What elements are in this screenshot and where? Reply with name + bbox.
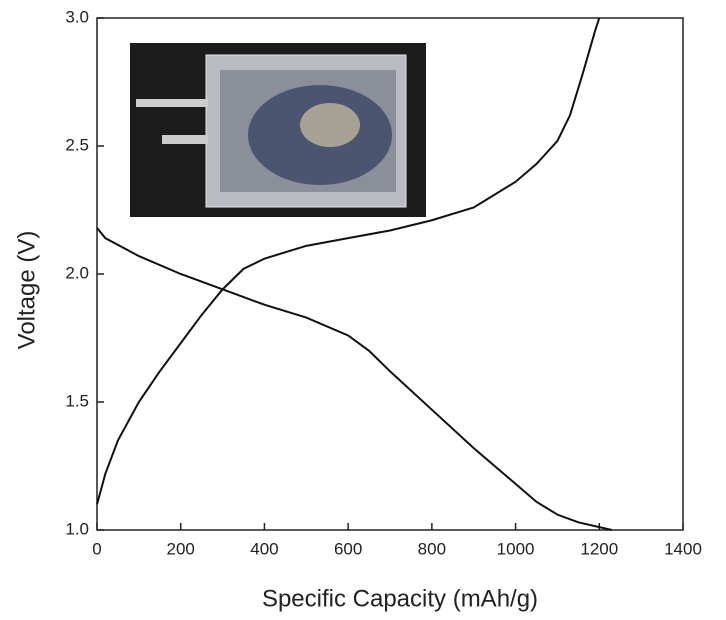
curve (96, 227, 613, 531)
x-tick-label: 600 (334, 539, 362, 558)
inset-photo (130, 43, 426, 217)
curve (96, 17, 601, 505)
x-tick-label: 1000 (497, 539, 535, 558)
x-tick-label: 1200 (580, 539, 618, 558)
x-tick-label: 800 (418, 539, 446, 558)
x-tick-label: 0 (92, 539, 101, 558)
y-tick-label: 1.0 (65, 519, 89, 538)
y-axis-title: Voltage (V) (13, 231, 40, 350)
y-tick-label: 2.0 (65, 263, 89, 282)
y-tick-label: 1.5 (65, 391, 89, 410)
x-tick-label: 200 (167, 539, 195, 558)
y-tick-label: 3.0 (65, 7, 89, 26)
x-tick-label: 1400 (664, 539, 702, 558)
x-tick-label: 400 (250, 539, 278, 558)
x-axis-title: Specific Capacity (mAh/g) (262, 585, 538, 612)
y-tick-label: 2.5 (65, 135, 89, 154)
